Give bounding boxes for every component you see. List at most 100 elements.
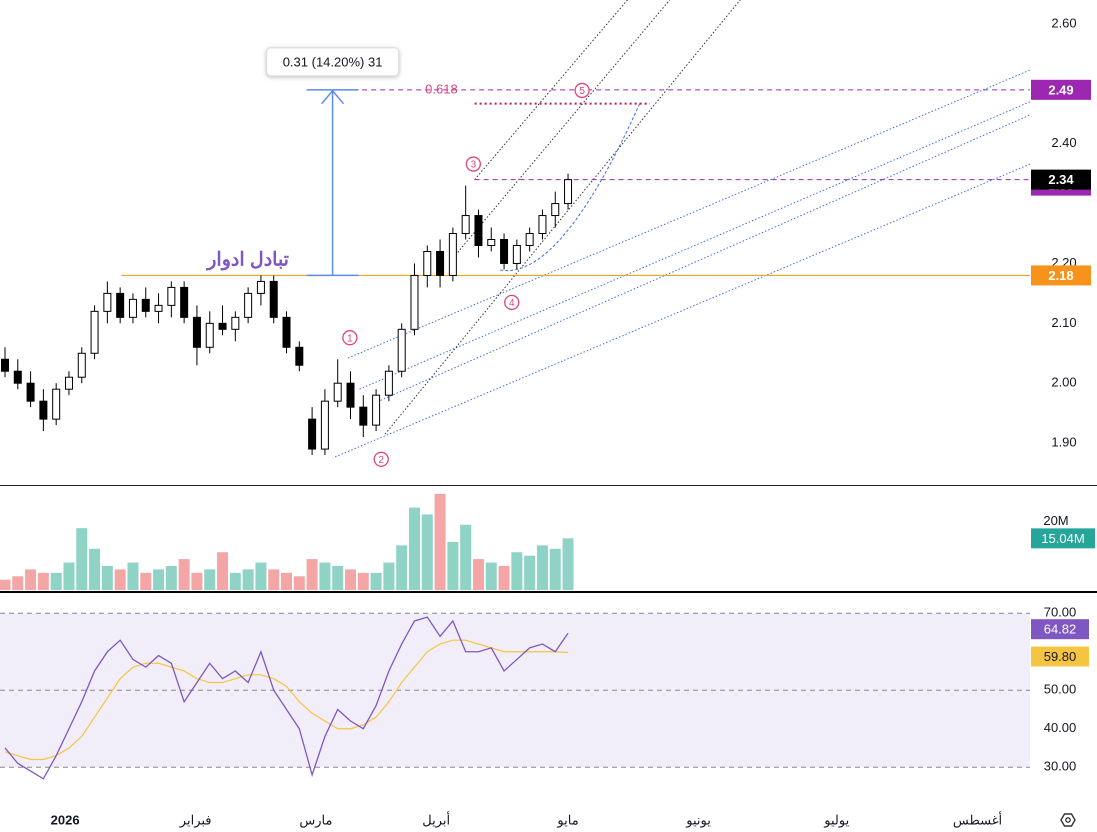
volume-bar xyxy=(101,565,113,590)
volume-bar xyxy=(191,572,203,590)
volume-bar xyxy=(37,572,49,590)
candle-body xyxy=(39,400,48,420)
measure-arrow-head xyxy=(321,89,345,105)
candle-body xyxy=(13,370,22,384)
volume-bar xyxy=(178,559,190,590)
volume-bar xyxy=(524,555,536,590)
price-label: 2.18 xyxy=(1048,268,1073,283)
volume-tick-label: 20M xyxy=(1043,513,1068,528)
volume-bar xyxy=(153,569,165,590)
candle-body xyxy=(154,304,163,312)
x-tick-label: يونيو xyxy=(685,812,711,828)
candle-body xyxy=(397,328,406,372)
candle-body xyxy=(0,358,9,372)
wave-label: 2 xyxy=(378,455,384,466)
volume-bar xyxy=(63,562,75,590)
candle-body xyxy=(269,280,278,318)
x-tick-label: مارس xyxy=(299,812,332,828)
candle-body xyxy=(564,179,573,205)
candle-body xyxy=(128,298,137,318)
wave-curve xyxy=(500,103,641,272)
candle-body xyxy=(141,298,150,312)
volume-bar xyxy=(281,572,293,590)
rsi-line xyxy=(4,616,569,780)
volume-bar xyxy=(498,565,510,590)
candle-body xyxy=(308,418,317,450)
rsi-label: 64.82 xyxy=(1044,622,1077,637)
price-label-box xyxy=(1031,79,1091,100)
volume-bar xyxy=(472,559,484,590)
rsi-tick-label: 50.00 xyxy=(1044,682,1077,697)
candle-body xyxy=(64,376,73,390)
settings-icon-dot[interactable] xyxy=(1065,817,1071,823)
candle-body xyxy=(244,292,253,318)
price-label: 2.49 xyxy=(1048,82,1073,97)
channel-line xyxy=(359,101,1031,390)
candle-body xyxy=(525,233,534,246)
volume-bar xyxy=(421,514,433,590)
volume-bar xyxy=(434,493,446,590)
rsi-tick-label: 30.00 xyxy=(1044,759,1077,774)
candle-body xyxy=(333,382,342,402)
candle-body xyxy=(256,280,265,294)
candle-body xyxy=(423,250,432,276)
y-tick-label: 2.00 xyxy=(1051,375,1076,390)
candle-body xyxy=(487,239,496,246)
volume-bar xyxy=(127,562,139,590)
volume-bar xyxy=(12,576,24,590)
candle-body xyxy=(26,382,35,402)
candle-body xyxy=(410,274,419,330)
wave-label: 3 xyxy=(471,160,477,171)
volume-bar xyxy=(408,507,420,590)
candle-body xyxy=(90,310,99,354)
level-label: 0.618 xyxy=(425,81,458,96)
x-tick-label: 2026 xyxy=(51,812,80,827)
candle-body xyxy=(116,292,125,318)
fan-line xyxy=(384,0,741,435)
candle-body xyxy=(77,352,86,378)
price-label-box xyxy=(1031,265,1091,286)
volume-bar xyxy=(306,559,318,590)
measure-label: 0.31 (14.20%) 31 xyxy=(283,54,383,69)
x-tick-label: أغسطس xyxy=(953,811,1002,828)
volume-bar xyxy=(50,572,62,590)
candle-body xyxy=(474,215,483,246)
candle-body xyxy=(384,370,393,396)
volume-bar xyxy=(229,572,241,590)
fan-line xyxy=(474,0,629,180)
volume-bar xyxy=(511,552,523,590)
candle-body xyxy=(282,316,291,348)
rsi-tick-label: 40.00 xyxy=(1044,720,1077,735)
settings-icon[interactable] xyxy=(1060,813,1076,827)
volume-bar xyxy=(204,569,216,590)
candle-body xyxy=(180,286,189,318)
rsi-label-box xyxy=(1031,646,1089,667)
volume-bar xyxy=(76,528,88,590)
fan-line xyxy=(455,0,671,256)
volume-bar xyxy=(319,562,331,590)
wave-marker xyxy=(574,82,590,99)
volume-bar xyxy=(562,538,574,590)
volume-bar xyxy=(383,562,395,590)
rsi-tick-label: 70.00 xyxy=(1044,605,1077,620)
candle-body xyxy=(436,250,445,276)
volume-bar xyxy=(89,548,101,590)
settings-icon-shape[interactable] xyxy=(1060,813,1076,827)
candle-body xyxy=(448,233,457,276)
wave-marker xyxy=(465,156,481,172)
volume-bar xyxy=(485,562,497,590)
price-label: 2.34 xyxy=(1048,172,1074,187)
candle-body xyxy=(461,215,470,235)
y-tick-label: 2.10 xyxy=(1051,315,1076,330)
candle-body xyxy=(538,215,547,235)
candle-body xyxy=(346,382,355,408)
candle-body xyxy=(500,239,509,264)
volume-bar xyxy=(447,541,459,590)
candle-body xyxy=(103,292,112,312)
volume-bar xyxy=(268,569,280,590)
volume-bar xyxy=(25,569,37,590)
x-tick-label: يوليو xyxy=(823,812,849,828)
candle-body xyxy=(295,346,304,366)
